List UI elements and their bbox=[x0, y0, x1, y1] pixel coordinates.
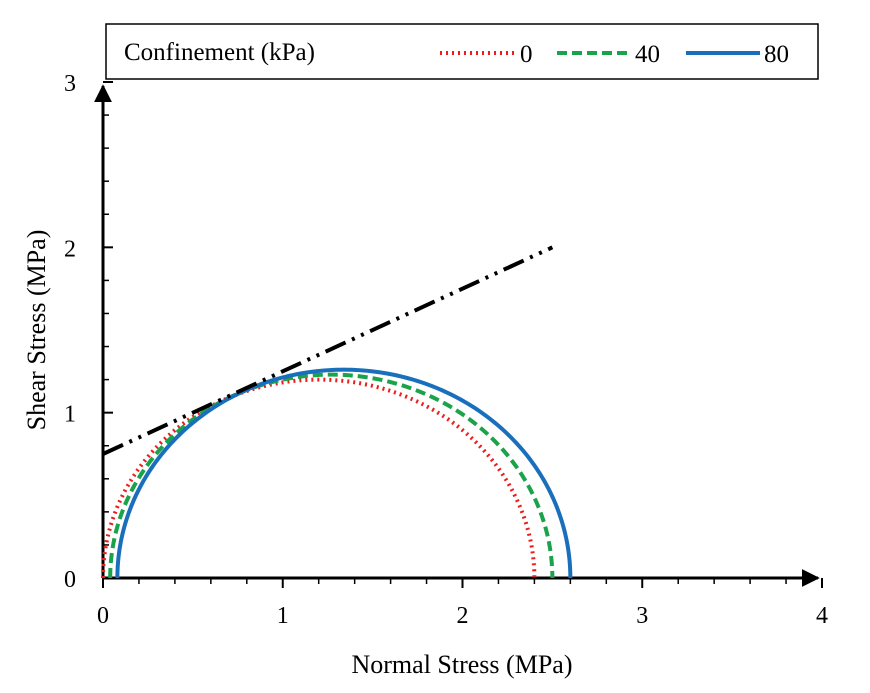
plot-area bbox=[101, 245, 573, 579]
legend: Confinement (kPa) 0 40 80 bbox=[105, 23, 819, 80]
y-tick-label: 3 bbox=[64, 71, 76, 97]
y-ticks: 0 1 2 3 bbox=[64, 71, 113, 593]
y-tick-label: 2 bbox=[64, 236, 76, 262]
x-ticks: 0 1 2 3 4 bbox=[97, 578, 828, 629]
legend-label-40: 40 bbox=[635, 41, 660, 68]
x-tick-label: 1 bbox=[277, 603, 289, 629]
y-tick-label: 0 bbox=[64, 567, 76, 593]
y-tick-label: 1 bbox=[64, 402, 76, 428]
x-tick-label: 2 bbox=[457, 603, 469, 629]
legend-title: Confinement (kPa) bbox=[124, 39, 315, 66]
y-axis-title: Shear Stress (MPa) bbox=[22, 230, 51, 431]
mohr-circle-80 bbox=[115, 367, 573, 579]
mohr-circle-0 bbox=[101, 377, 537, 579]
legend-label-0: 0 bbox=[520, 41, 533, 68]
mohr-circle-40 bbox=[108, 372, 555, 579]
failure-envelope-line bbox=[102, 245, 554, 456]
x-tick-label: 3 bbox=[636, 603, 648, 629]
x-tick-label: 0 bbox=[97, 603, 109, 629]
x-axis-title: Normal Stress (MPa) bbox=[352, 650, 573, 679]
x-tick-label: 4 bbox=[816, 603, 828, 629]
legend-label-80: 80 bbox=[764, 41, 789, 68]
axes: 0 1 2 3 4 0 1 2 3 bbox=[64, 71, 828, 629]
